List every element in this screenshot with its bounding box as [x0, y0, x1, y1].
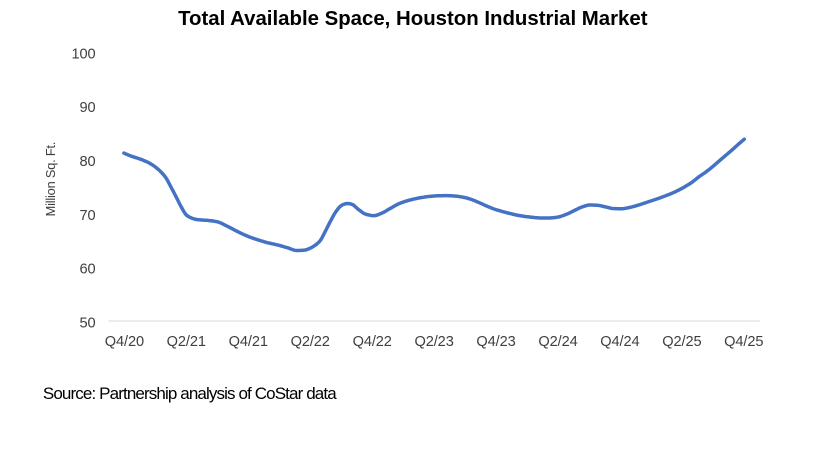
svg-text:Q4/22: Q4/22: [353, 334, 392, 350]
svg-text:Source: Partnership analysis o: Source: Partnership analysis of CoStar d…: [43, 384, 337, 403]
svg-text:Q2/23: Q2/23: [414, 334, 453, 350]
svg-text:Q4/20: Q4/20: [105, 334, 144, 350]
svg-text:70: 70: [79, 208, 95, 224]
svg-text:80: 80: [79, 154, 95, 170]
svg-text:Q2/24: Q2/24: [538, 334, 577, 350]
svg-text:60: 60: [79, 262, 95, 278]
svg-text:Total Available Space, Houston: Total Available Space, Houston Industria…: [178, 8, 648, 30]
svg-text:Q2/21: Q2/21: [167, 334, 206, 350]
svg-text:50: 50: [79, 316, 95, 332]
svg-text:Q4/21: Q4/21: [229, 334, 268, 350]
svg-text:Q4/23: Q4/23: [476, 334, 515, 350]
svg-text:Q4/24: Q4/24: [600, 334, 639, 350]
svg-text:Million Sq. Ft.: Million Sq. Ft.: [43, 142, 58, 217]
svg-text:Q2/22: Q2/22: [291, 334, 330, 350]
svg-text:90: 90: [79, 100, 95, 116]
svg-text:Q4/25: Q4/25: [724, 334, 763, 350]
svg-text:100: 100: [71, 46, 95, 62]
svg-text:Q2/25: Q2/25: [662, 334, 701, 350]
